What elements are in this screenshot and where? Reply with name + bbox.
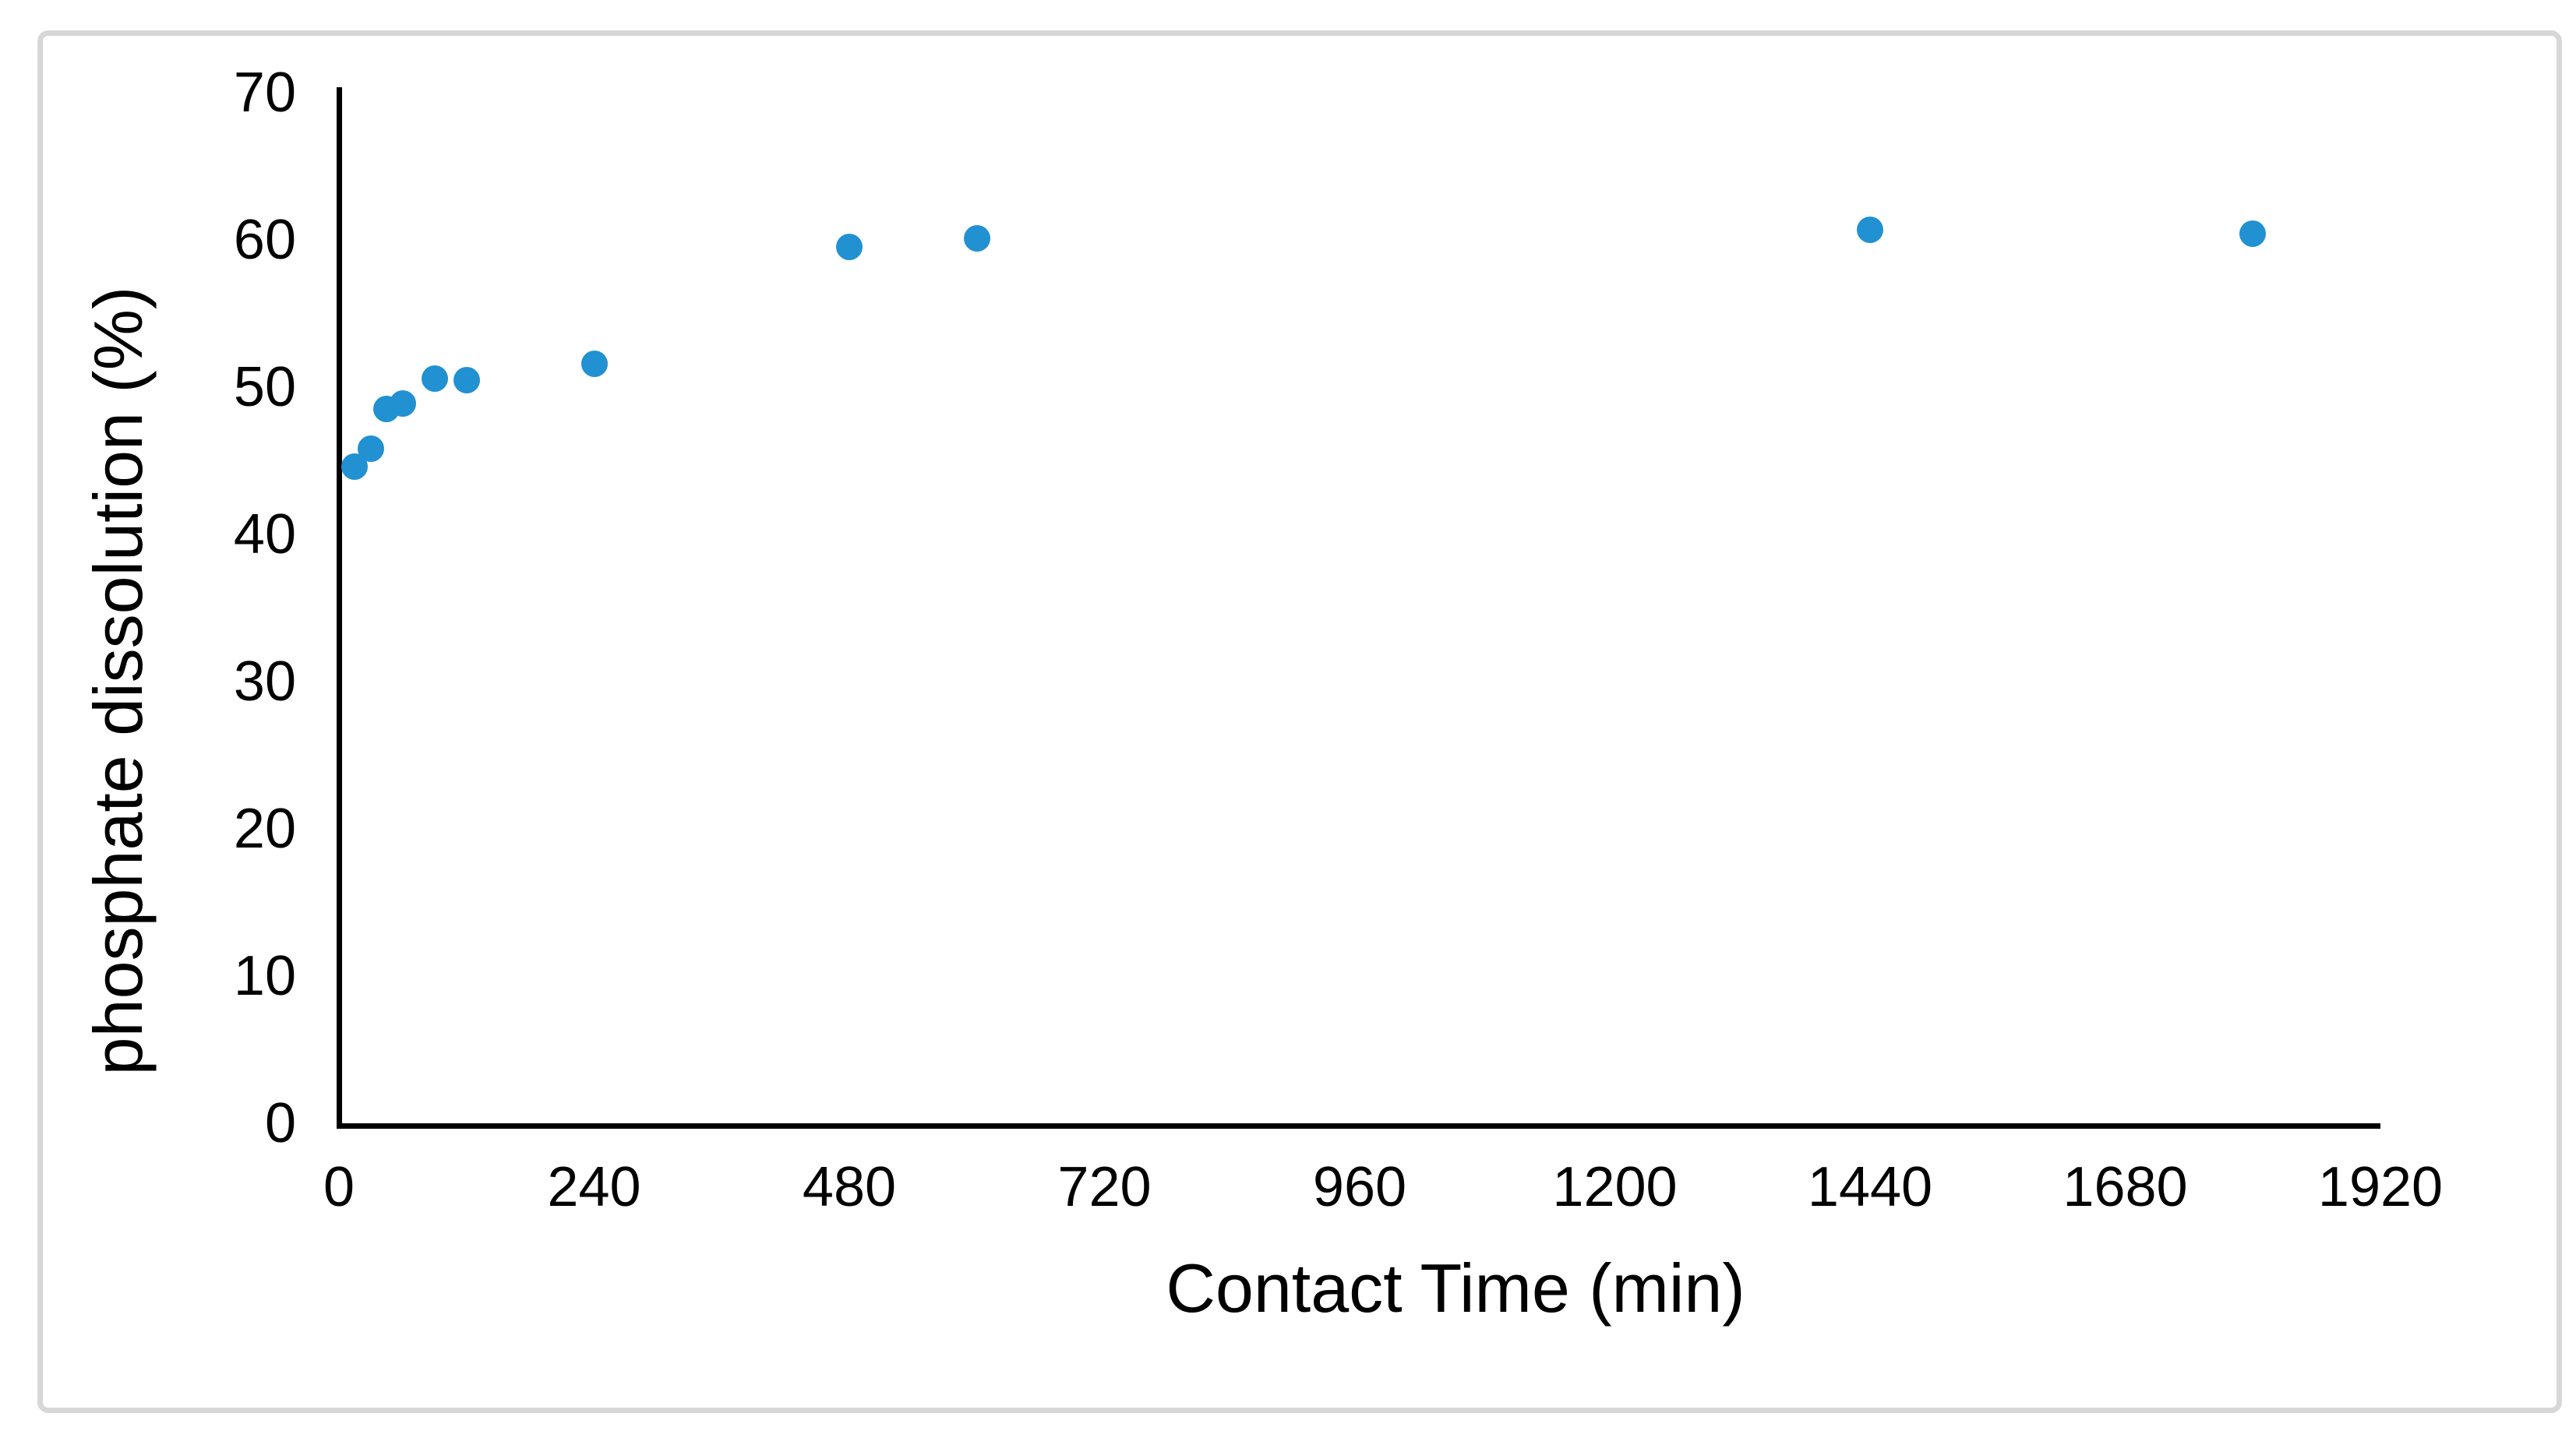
- scatter-point: [453, 366, 480, 393]
- x-tick-label: 0: [323, 1156, 355, 1218]
- scatter-point: [2239, 220, 2267, 248]
- y-tick-label: 30: [233, 650, 296, 713]
- x-tick-label: 1920: [2317, 1156, 2444, 1218]
- x-axis-title: Contact Time (min): [1166, 1249, 1745, 1327]
- y-tick-label: 40: [233, 503, 296, 566]
- scatter-point: [389, 389, 416, 417]
- x-tick-label: 240: [547, 1156, 641, 1218]
- scatter-point: [836, 234, 863, 261]
- x-tick-label: 1200: [1552, 1156, 1678, 1218]
- y-tick-label: 60: [233, 209, 296, 271]
- scatter-point: [357, 435, 384, 463]
- y-tick-label: 20: [233, 798, 296, 860]
- y-tick-label: 70: [233, 62, 296, 124]
- x-tick-label: 960: [1312, 1156, 1407, 1218]
- x-tick-label: 1440: [1807, 1156, 1933, 1218]
- x-tick-label: 720: [1057, 1156, 1152, 1218]
- y-tick-label: 0: [264, 1092, 296, 1154]
- x-axis-line: [337, 1123, 2380, 1129]
- figure-border: [37, 30, 2562, 1413]
- x-tick-label: 1680: [2063, 1156, 2188, 1218]
- y-axis-title: phosphate dissolution (%): [79, 286, 157, 1076]
- scatter-point: [580, 350, 608, 377]
- scatter-point: [963, 225, 990, 252]
- y-tick-label: 50: [233, 356, 296, 418]
- scatter-point: [421, 365, 448, 392]
- y-axis-line: [337, 87, 342, 1129]
- x-tick-label: 480: [802, 1156, 897, 1218]
- scatter-point: [1857, 216, 1883, 243]
- y-tick-label: 10: [233, 945, 296, 1007]
